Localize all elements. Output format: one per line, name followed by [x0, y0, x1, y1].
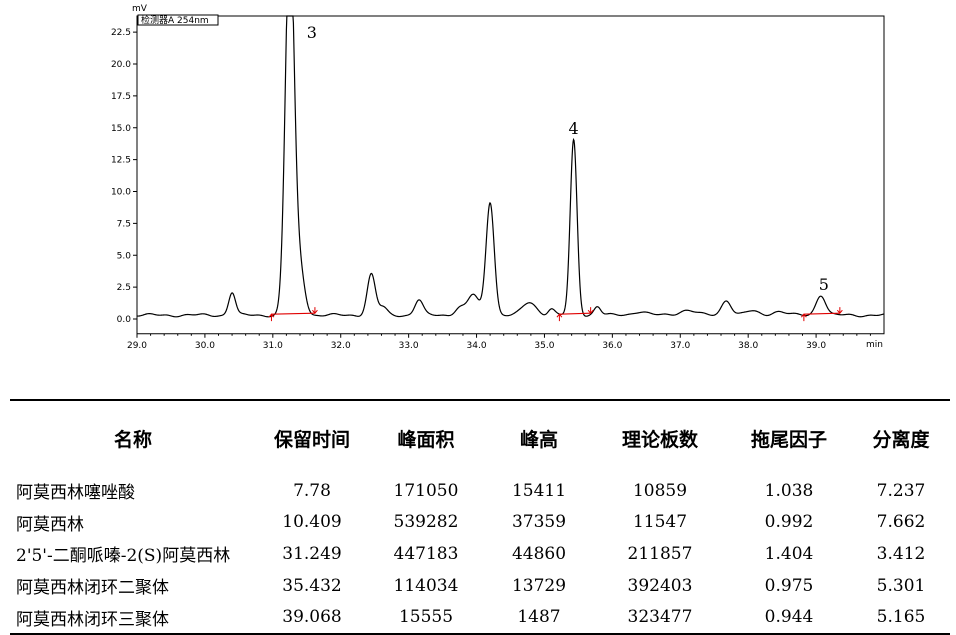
x-unit-label: min: [866, 340, 883, 350]
cell-peak-area: 171050: [393, 480, 459, 501]
cell-name: 2'5'-二酮哌嗪-2(S)阿莫西林: [16, 546, 231, 567]
peak-label: 4: [569, 119, 579, 138]
y-tick-label: 5.0: [117, 251, 132, 261]
cell-retention-time: 35.432: [282, 575, 342, 596]
cell-resolution: 7.237: [876, 480, 926, 501]
table-row: 阿莫西林闭环三聚体 39.068 15555 1487 323477 0.944…: [10, 601, 950, 634]
cell-name: 阿莫西林闭环二聚体: [16, 578, 169, 599]
table-row: 阿莫西林 10.409 539282 37359 11547 0.992 7.6…: [10, 507, 950, 539]
col-header-plates: 理论板数: [621, 428, 698, 451]
x-tick-label: 31.0: [263, 341, 283, 351]
col-header-peak-area: 峰面积: [397, 428, 455, 451]
x-tick-label: 36.0: [602, 341, 622, 351]
y-tick-label: 0.0: [117, 315, 132, 325]
peak-label: 3: [307, 23, 317, 42]
x-tick-label: 39.0: [806, 341, 826, 351]
x-tick-label: 33.0: [399, 341, 419, 351]
peak-labels: 3 4 5: [307, 23, 829, 294]
cell-plates: 323477: [627, 607, 693, 628]
cell-name: 阿莫西林噻唑酸: [16, 483, 135, 504]
x-tick-label: 37.0: [670, 341, 690, 351]
cell-plates: 211857: [627, 543, 693, 564]
col-header-resolution: 分离度: [872, 428, 930, 451]
x-tick-label: 35.0: [534, 341, 554, 351]
cell-tailing: 1.038: [764, 480, 814, 501]
y-unit-label: mV: [132, 4, 148, 14]
cell-peak-height: 44860: [511, 543, 567, 564]
y-tick-label: 7.5: [117, 219, 131, 229]
integration-end-arrow: [312, 307, 318, 314]
integration-start-arrow: [556, 313, 563, 322]
plot-frame: [136, 15, 885, 335]
table-row: 2'5'-二酮哌嗪-2(S)阿莫西林 31.249 447183 44860 2…: [10, 538, 950, 570]
cell-resolution: 5.301: [876, 575, 926, 596]
cell-retention-time: 31.249: [282, 543, 342, 564]
cell-retention-time: 10.409: [282, 512, 342, 533]
x-tick-label: 38.0: [738, 341, 758, 351]
cell-resolution: 5.165: [876, 607, 926, 628]
y-tick-label: 10.0: [111, 188, 131, 198]
integration-baseline: [271, 312, 315, 315]
integration-start-arrow: [800, 313, 807, 322]
cell-peak-area: 447183: [393, 543, 459, 564]
cell-peak-area: 114034: [393, 575, 459, 596]
y-tick-label: 12.5: [111, 156, 131, 166]
integration-baseline: [559, 312, 591, 315]
table-row: 阿莫西林噻唑酸 7.78 171050 15411 10859 1.038 7.…: [10, 475, 950, 507]
cell-peak-area: 15555: [398, 607, 454, 628]
results-table: 名称 保留时间 峰面积 峰高 理论板数 拖尾因子 分离度 阿莫西林噻唑酸 7.7…: [10, 399, 950, 635]
y-tick-label: 22.5: [111, 28, 131, 38]
legend-label: 检测器A 254nm: [141, 14, 209, 26]
x-tick-label: 29.0: [127, 341, 147, 351]
cell-plates: 11547: [632, 512, 688, 533]
y-tick-label: 17.5: [111, 92, 131, 102]
integration-baseline: [803, 312, 840, 315]
cell-name: 阿莫西林: [16, 514, 84, 535]
col-header-tailing: 拖尾因子: [750, 428, 827, 451]
cell-tailing: 0.975: [764, 575, 814, 596]
cell-tailing: 0.944: [764, 607, 814, 628]
x-tick-label: 34.0: [467, 341, 487, 351]
chromatogram-trace: [136, 15, 885, 318]
peak-label: 5: [819, 275, 829, 294]
cell-retention-time: 39.068: [282, 607, 342, 628]
cell-peak-area: 539282: [393, 512, 459, 533]
cell-resolution: 7.662: [876, 512, 926, 533]
cell-tailing: 1.404: [764, 543, 814, 564]
cell-peak-height: 37359: [511, 512, 567, 533]
chromatogram-chart: 29.0 30.0 31.0 32.0 33.0 34.0 35.0 36.0 37.0 38.0…: [111, 4, 885, 351]
y-tick-label: 15.0: [111, 124, 131, 134]
cell-peak-height: 1487: [517, 607, 561, 628]
chart-axes: 29.0 30.0 31.0 32.0 33.0 34.0 35.0 36.0 37.0 38.0…: [111, 15, 885, 351]
cell-plates: 10859: [632, 480, 688, 501]
x-tick-label: 30.0: [195, 341, 215, 351]
cell-retention-time: 7.78: [293, 480, 331, 501]
x-tick-label: 32.0: [331, 341, 351, 351]
col-header-peak-height: 峰高: [519, 428, 558, 451]
y-tick-label: 20.0: [111, 60, 131, 70]
integration-end-arrow: [836, 307, 843, 314]
legend-box: [137, 14, 219, 26]
col-header-name: 名称: [113, 428, 152, 451]
y-tick-label: 2.5: [117, 283, 131, 293]
integration-end-arrow: [587, 307, 594, 314]
integration-marks: [268, 307, 843, 322]
cell-resolution: 3.412: [876, 543, 926, 564]
cell-tailing: 0.992: [764, 512, 814, 533]
cell-name: 阿莫西林闭环三聚体: [16, 609, 169, 630]
cell-peak-height: 15411: [511, 480, 567, 501]
col-header-retention-time: 保留时间: [273, 428, 350, 451]
table-header-row: 名称 保留时间 峰面积 峰高 理论板数 拖尾因子 分离度: [10, 400, 950, 475]
cell-peak-height: 13729: [511, 575, 567, 596]
table-row: 阿莫西林闭环二聚体 35.432 114034 13729 392403 0.9…: [10, 570, 950, 602]
integration-start-arrow: [268, 313, 275, 322]
cell-plates: 392403: [627, 575, 693, 596]
